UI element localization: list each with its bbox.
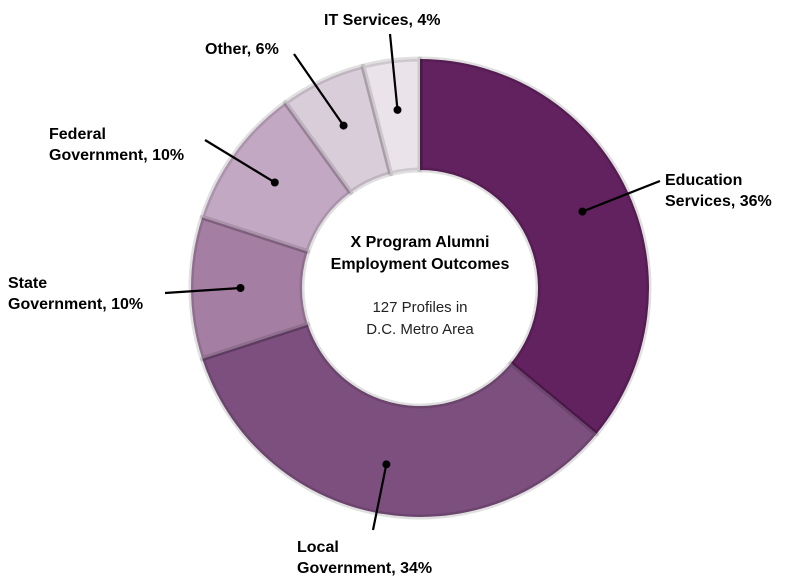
leader-line-education-services [582, 179, 661, 213]
leader-line-it-services [388, 33, 399, 111]
leader-dot-state-government [236, 284, 245, 292]
label-education-services: Education Services, 36% [665, 172, 772, 210]
label-it-services: IT Services, 4% [324, 12, 441, 29]
leader-line-local-government [371, 464, 388, 531]
slice-local-government [199, 321, 599, 520]
donut-slices [188, 56, 652, 520]
center-title: X Program Alumni Employment Outcomes [330, 234, 510, 273]
slice-state-government [188, 214, 311, 362]
slice-federal-government [199, 100, 354, 255]
leader-dot-education-services [578, 207, 587, 216]
leader-dot-other [339, 121, 348, 130]
leader-line-state-government [164, 286, 241, 295]
center-subtitle: 127 Profiles in D.C. Metro Area [366, 299, 474, 338]
slice-other [282, 63, 394, 196]
label-other: Other, 6% [205, 41, 279, 58]
label-state-government: State Government, 10% [8, 275, 144, 313]
leader-dot-local-government [382, 460, 391, 469]
label-federal-government: Federal Government, 10% [49, 126, 185, 164]
leader-line-federal-government [204, 139, 276, 184]
leader-dot-federal-government [270, 178, 279, 187]
leader-dot-it-services [393, 105, 402, 114]
slice-education-services [417, 56, 652, 437]
leader-lines [164, 33, 661, 531]
leader-line-other [293, 53, 345, 127]
label-local-government: Local Government, 34% [297, 539, 433, 577]
slice-it-services [360, 56, 423, 177]
